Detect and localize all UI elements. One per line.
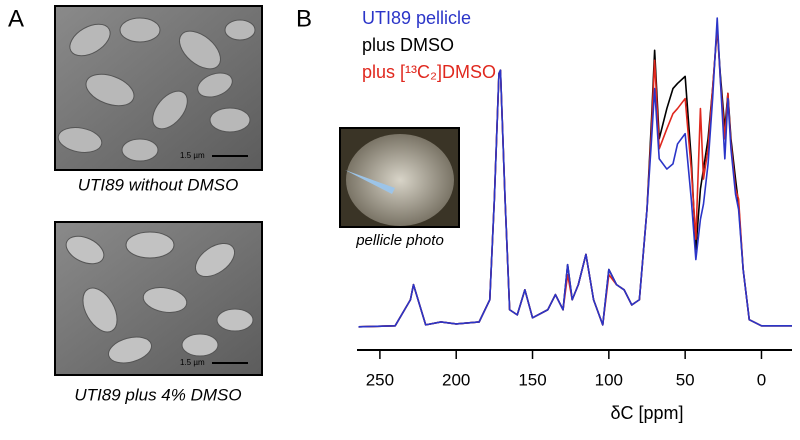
inset-caption: pellicle photo [355, 232, 444, 249]
image-caption: UTI89 plus 4% DMSO [74, 385, 241, 404]
legend-entry: plus [¹³C₂]DMSO [362, 62, 496, 82]
x-axis-label: δC [ppm] [610, 403, 683, 423]
chart: 250 200 150 100 50 0 δC [ppm] UTI89 pellicle plu… [357, 8, 792, 423]
scale-bar-label: 1.5 µm [180, 358, 205, 367]
x-tick-label: 200 [442, 370, 470, 389]
legend-entry: plus DMSO [362, 35, 454, 55]
x-tick-label: 0 [757, 370, 766, 389]
panel-label: B [296, 5, 312, 32]
x-tick-label: 250 [366, 370, 394, 389]
spectrum-line [358, 17, 792, 328]
sem-image: 1.5 µm [54, 5, 263, 171]
x-tick-label: 50 [676, 370, 695, 389]
x-tick-label: 100 [595, 370, 623, 389]
panel-label: A [8, 5, 24, 32]
scale-bar-label: 1.5 µm [180, 151, 205, 160]
x-tick-label: 150 [518, 370, 546, 389]
legend-entry: UTI89 pellicle [362, 8, 471, 28]
sem-image: 1.5 µm [54, 221, 263, 376]
inset-photo [339, 127, 460, 228]
image-caption: UTI89 without DMSO [78, 175, 239, 194]
